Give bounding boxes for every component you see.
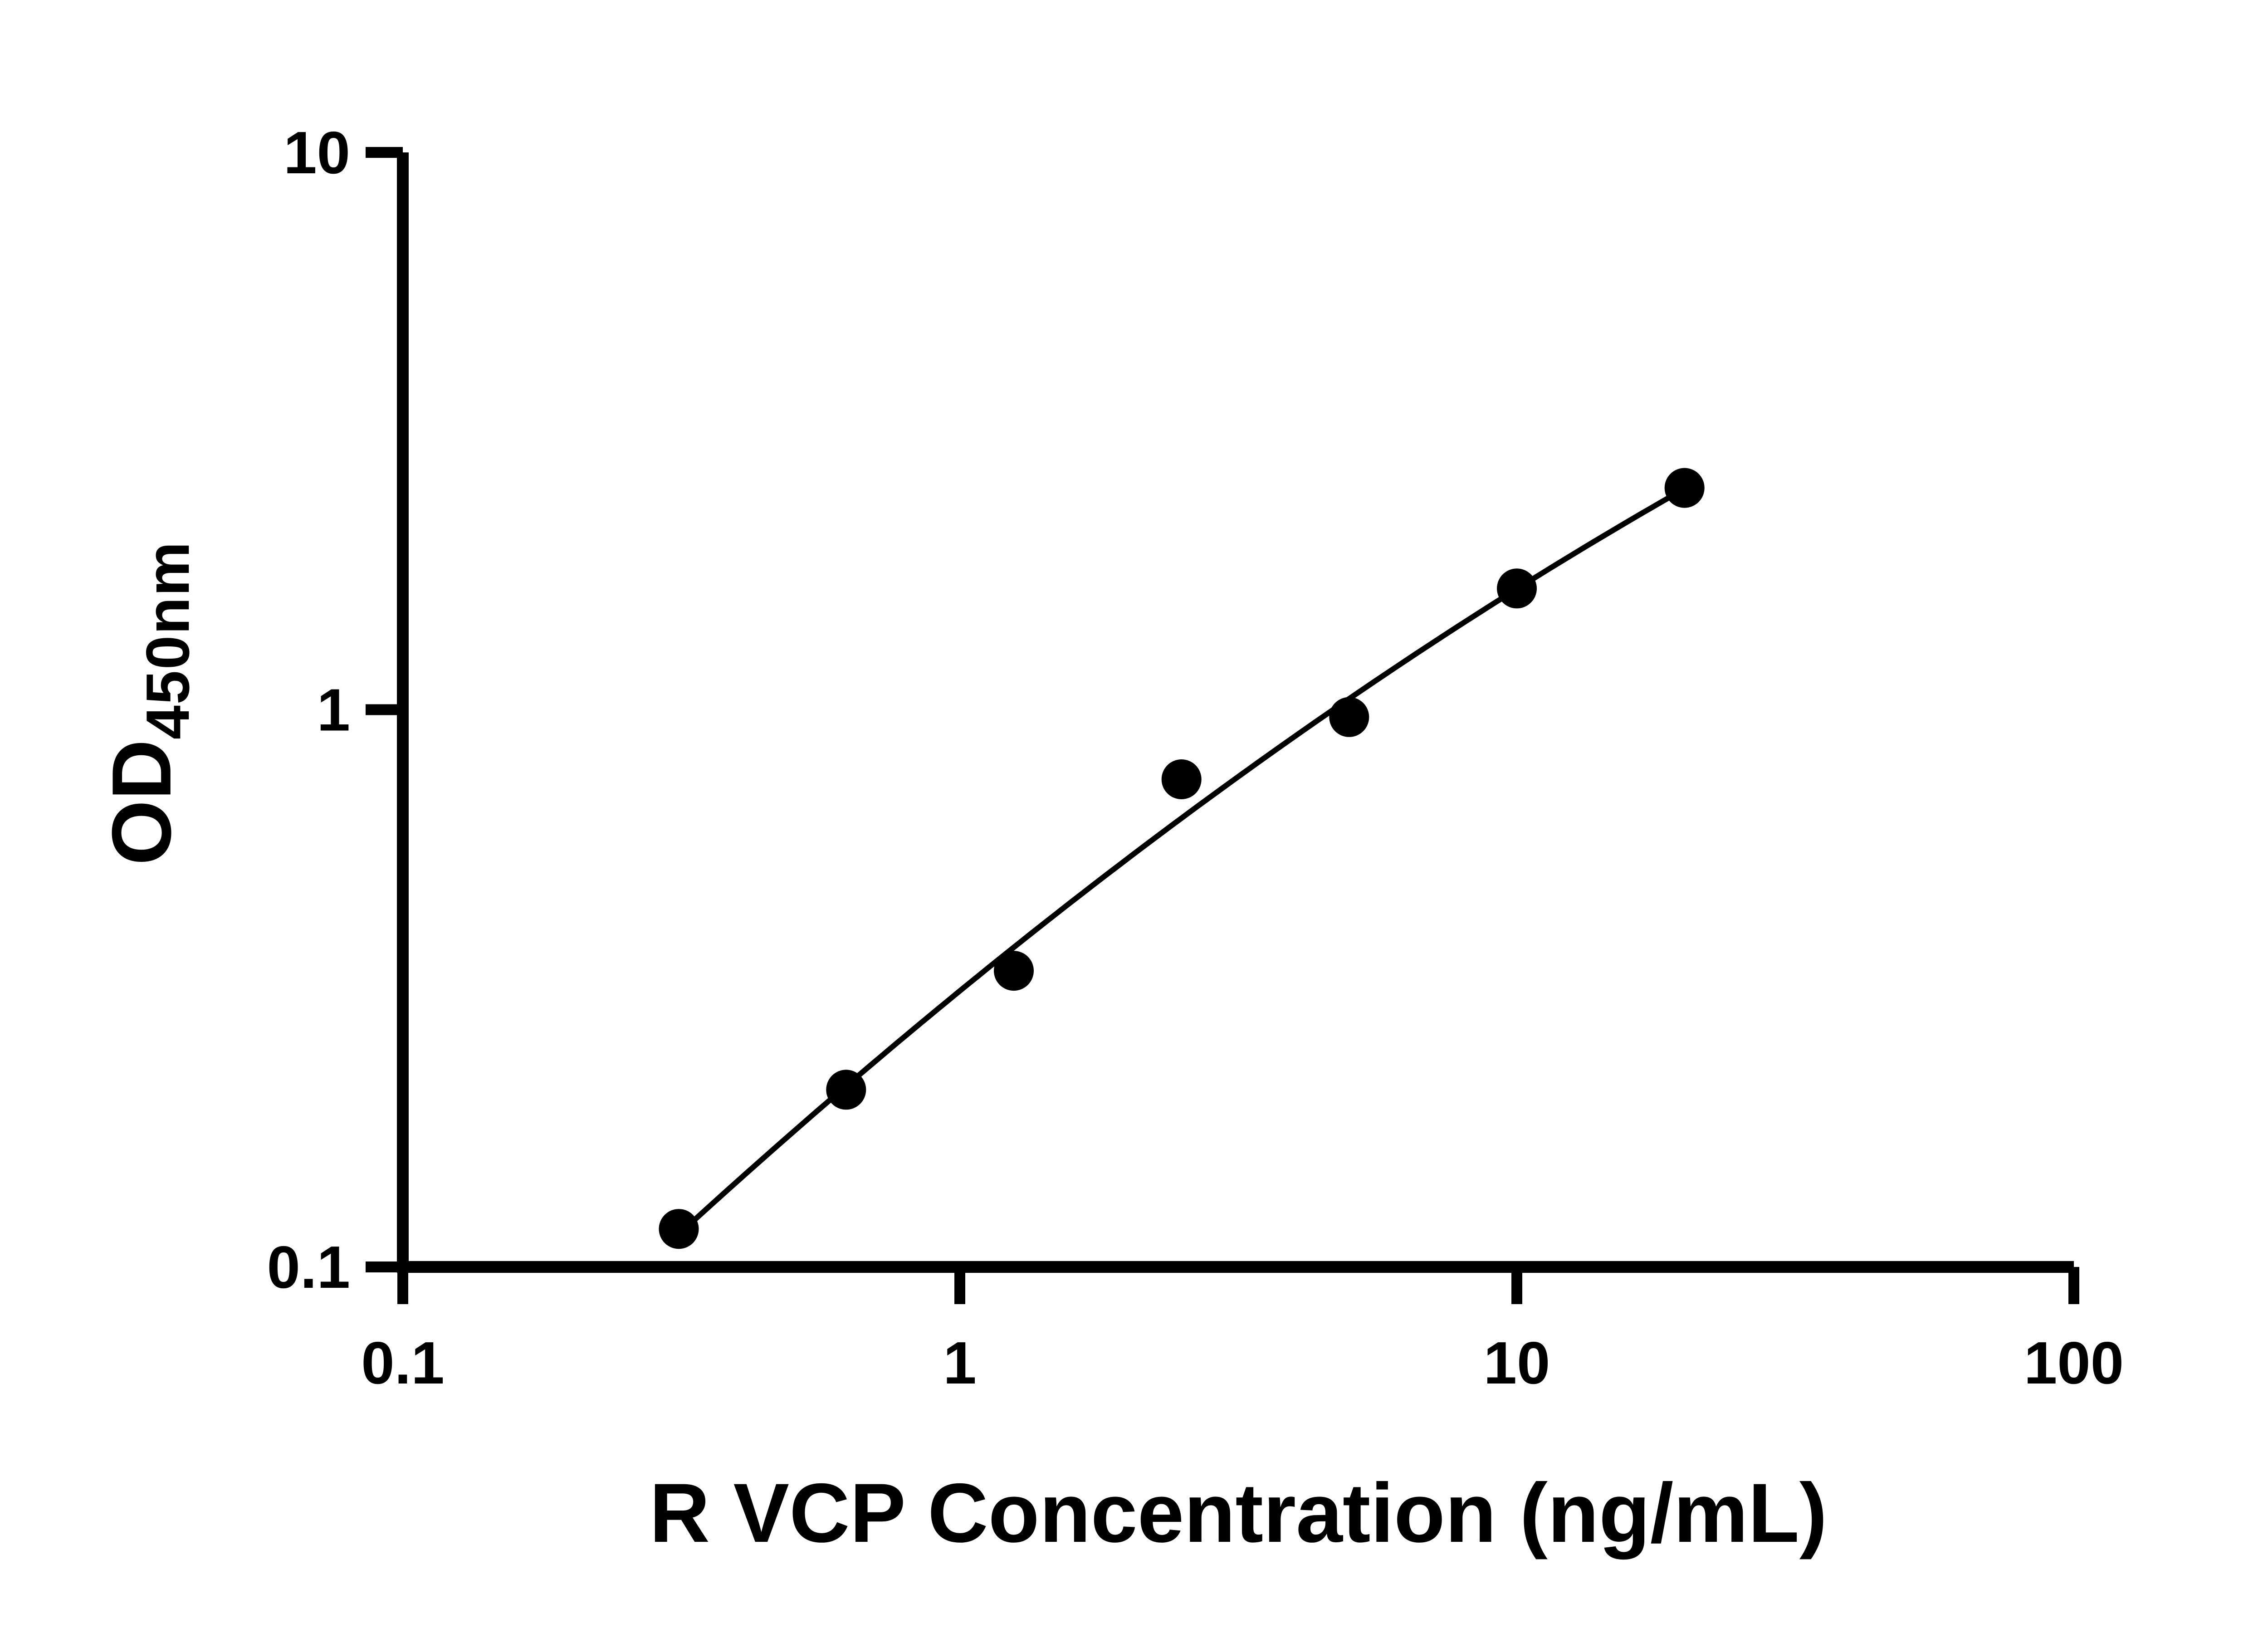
x-tick-label: 1: [943, 1330, 976, 1396]
data-point: [1497, 568, 1537, 609]
fit-curve: [676, 486, 1687, 1237]
x-axis-title: R VCP Concentration (ng/mL): [649, 1467, 1828, 1560]
x-tick-label: 10: [1484, 1330, 1550, 1396]
data-point: [1329, 697, 1369, 737]
y-tick-label: 1: [317, 677, 350, 743]
y-axis-title-main: OD: [95, 739, 189, 865]
y-tick-label: 10: [284, 119, 350, 186]
y-tick-label: 0.1: [267, 1234, 351, 1301]
x-tick-label: 0.1: [361, 1330, 445, 1396]
x-tick-label: 100: [2024, 1330, 2124, 1396]
data-point: [659, 1209, 699, 1249]
y-axis-title-sub: 450nm: [133, 541, 202, 740]
data-point: [1664, 468, 1705, 508]
data-point: [994, 951, 1034, 991]
y-axis-title: OD450nm: [94, 541, 203, 865]
data-point: [826, 1070, 866, 1110]
axis-lines: [397, 152, 2074, 1273]
data-point: [1161, 759, 1202, 799]
